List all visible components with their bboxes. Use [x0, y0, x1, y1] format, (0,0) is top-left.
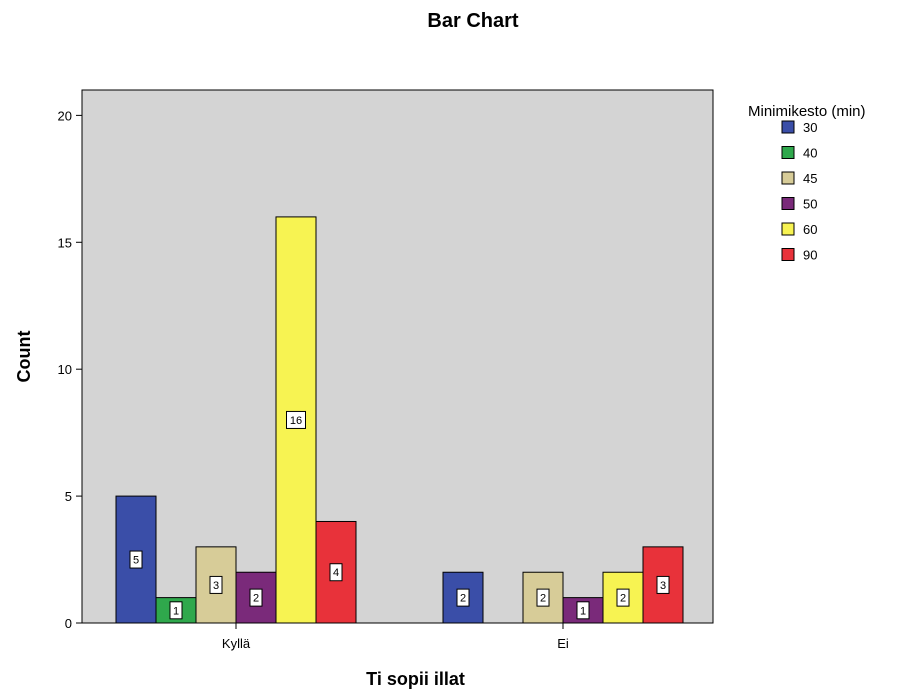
- y-tick-label: 5: [65, 489, 72, 504]
- data-label-box: [656, 575, 670, 594]
- data-label-box: [169, 601, 183, 620]
- data-label: 16: [290, 415, 302, 427]
- data-label-box: [456, 588, 470, 607]
- data-label: 3: [213, 580, 219, 592]
- y-tick-label: 10: [58, 362, 72, 377]
- x-axis-title: Ti sopii illat: [366, 669, 465, 689]
- legend-swatch: [781, 248, 795, 261]
- data-label-box: [249, 588, 263, 607]
- y-tick-label: 20: [58, 108, 72, 123]
- data-labels: 5 1 3 2 16 4 2 2 1 2 3: [129, 410, 670, 620]
- legend-label: 30: [803, 120, 817, 135]
- data-label-box: [576, 601, 590, 620]
- legend-label: 40: [803, 146, 817, 161]
- data-label: 2: [460, 593, 466, 605]
- legend-swatch: [781, 120, 795, 134]
- legend-swatch: [781, 222, 795, 236]
- data-label: 1: [580, 605, 586, 617]
- y-tick-label: 15: [58, 235, 72, 250]
- data-label: 2: [253, 593, 259, 605]
- legend: Minimikesto (min) 30 40 45 50 60 90: [748, 103, 866, 263]
- data-label: 1: [173, 605, 179, 617]
- data-label: 2: [620, 593, 626, 605]
- chart-title: Bar Chart: [427, 10, 518, 32]
- y-axis: 0 5 10 15 20: [58, 108, 82, 631]
- data-label-box: [536, 588, 550, 607]
- legend-title: Minimikesto (min): [748, 103, 866, 120]
- data-label: 4: [333, 567, 339, 579]
- data-label: 5: [133, 555, 139, 567]
- legend-swatch: [781, 197, 795, 210]
- data-label-box: [329, 563, 343, 582]
- plot-area: [81, 89, 714, 624]
- legend-label: 50: [803, 197, 817, 212]
- legend-label: 90: [803, 248, 817, 263]
- data-label: 3: [660, 580, 666, 592]
- data-label: 2: [540, 593, 546, 605]
- data-label-box: [286, 410, 306, 429]
- x-tick-label: Ei: [557, 636, 569, 651]
- x-tick-label: Kyllä: [222, 636, 251, 651]
- legend-swatch: [781, 146, 795, 159]
- legend-label: 60: [803, 222, 817, 237]
- legend-label: 45: [803, 171, 817, 186]
- data-label-box: [616, 588, 630, 607]
- y-axis-title: Count: [14, 331, 34, 383]
- legend-swatch: [781, 171, 795, 185]
- x-axis: Kyllä Ei: [222, 623, 569, 651]
- data-label-box: [209, 575, 223, 594]
- y-tick-label: 0: [65, 616, 72, 631]
- data-label-box: [129, 550, 143, 569]
